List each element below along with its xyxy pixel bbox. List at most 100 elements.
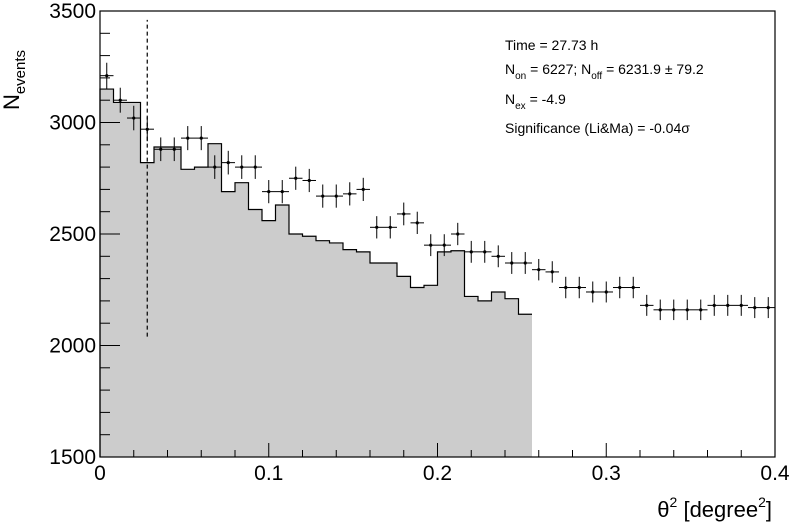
background-bin (302, 236, 316, 457)
background-bin (518, 314, 532, 457)
background-histogram (99, 88, 532, 458)
background-outline (99, 88, 532, 457)
point-marker (564, 285, 568, 290)
on-data-point (748, 297, 762, 319)
on-data-point (127, 105, 141, 131)
y-tick-label: 3500 (49, 0, 96, 23)
on-data-point (289, 166, 303, 190)
on-data-point (356, 177, 370, 201)
background-bin (127, 102, 141, 458)
on-data-point (208, 155, 222, 179)
background-bin (397, 276, 411, 457)
on-data-point (235, 155, 249, 179)
point-marker (334, 194, 338, 198)
background-bin (289, 234, 303, 457)
stats-time: Time = 27.73 h (505, 37, 598, 53)
on-data-point (667, 299, 681, 321)
stats-box: Time = 27.73 h Non = 6227; Noff = 6231.9… (505, 37, 704, 136)
point-marker (294, 176, 298, 180)
background-bin (370, 262, 384, 457)
point-marker (442, 243, 446, 247)
background-bin (154, 147, 168, 457)
point-marker (280, 190, 284, 194)
background-bin (343, 249, 357, 457)
point-marker (496, 254, 500, 258)
point-marker (631, 285, 635, 290)
on-data-point (383, 216, 397, 239)
stats-counts: Non = 6227; Noff = 6231.9 ± 79.2 (505, 61, 704, 82)
on-data-point (721, 294, 735, 316)
background-bin (181, 169, 195, 457)
y-tick-label: 3000 (49, 112, 96, 135)
on-data-point (329, 184, 343, 208)
point-marker (591, 290, 595, 294)
on-data-point (707, 294, 721, 316)
on-data-point (262, 180, 276, 204)
x-axis-title: θ2 [degree2] (657, 494, 772, 522)
point-marker (240, 165, 244, 169)
on-data-point (181, 126, 195, 151)
background-bin (262, 220, 276, 457)
x-tick-label: 0.4 (760, 462, 789, 485)
point-marker (105, 74, 109, 78)
point-marker (699, 308, 703, 312)
point-marker (145, 127, 149, 131)
on-data-point (397, 202, 411, 226)
background-bin (491, 291, 505, 457)
y-axis-title: Nevents (0, 50, 29, 110)
point-marker (118, 98, 122, 102)
on-data-point (734, 294, 748, 316)
background-bin (451, 250, 465, 457)
point-marker (348, 192, 352, 196)
background-bin (329, 242, 343, 457)
x-tick-label: 0 (94, 462, 106, 485)
on-data-point (613, 276, 627, 299)
background-bin (140, 162, 154, 457)
background-bin (316, 240, 330, 457)
on-data-point (275, 180, 289, 204)
background-bin (383, 262, 397, 457)
point-marker (253, 165, 257, 169)
background-bin (437, 251, 451, 457)
background-bin (113, 102, 127, 458)
background-bin (167, 147, 181, 457)
background-bin (410, 287, 424, 457)
point-marker (456, 232, 460, 236)
on-data-point (518, 252, 532, 274)
on-data-point (248, 155, 262, 179)
point-marker (469, 250, 473, 254)
point-marker (672, 308, 676, 312)
y-tick-label: 2500 (49, 223, 96, 246)
point-marker (550, 270, 554, 274)
on-data-point (194, 126, 208, 151)
point-marker (739, 303, 743, 307)
point-marker (604, 290, 608, 294)
background-bin (424, 285, 438, 457)
point-marker (618, 285, 622, 290)
point-marker (712, 303, 716, 307)
x-tick-label: 0.2 (423, 462, 452, 485)
on-data-point (491, 245, 505, 268)
on-data-point (370, 216, 384, 239)
background-bin (208, 143, 222, 457)
point-marker (186, 136, 190, 140)
point-marker (753, 305, 757, 310)
on-data-point (410, 211, 424, 234)
on-data-point (761, 297, 775, 319)
x-tick-label: 0.1 (254, 462, 283, 485)
on-data-point (221, 150, 235, 175)
on-data-point (100, 62, 114, 89)
background-bin (221, 191, 235, 457)
background-bin (235, 182, 249, 457)
on-data-point (451, 222, 465, 246)
point-marker (402, 212, 406, 216)
point-marker (577, 285, 581, 290)
stats-excess: Nex = -4.9 (505, 91, 566, 112)
background-bin (248, 209, 262, 457)
x-tick-label: 0.3 (592, 462, 621, 485)
point-marker (537, 268, 541, 272)
point-marker (267, 190, 271, 194)
y-tick-label: 1500 (49, 446, 96, 469)
on-data-point (586, 281, 600, 303)
on-data-point (437, 234, 451, 257)
